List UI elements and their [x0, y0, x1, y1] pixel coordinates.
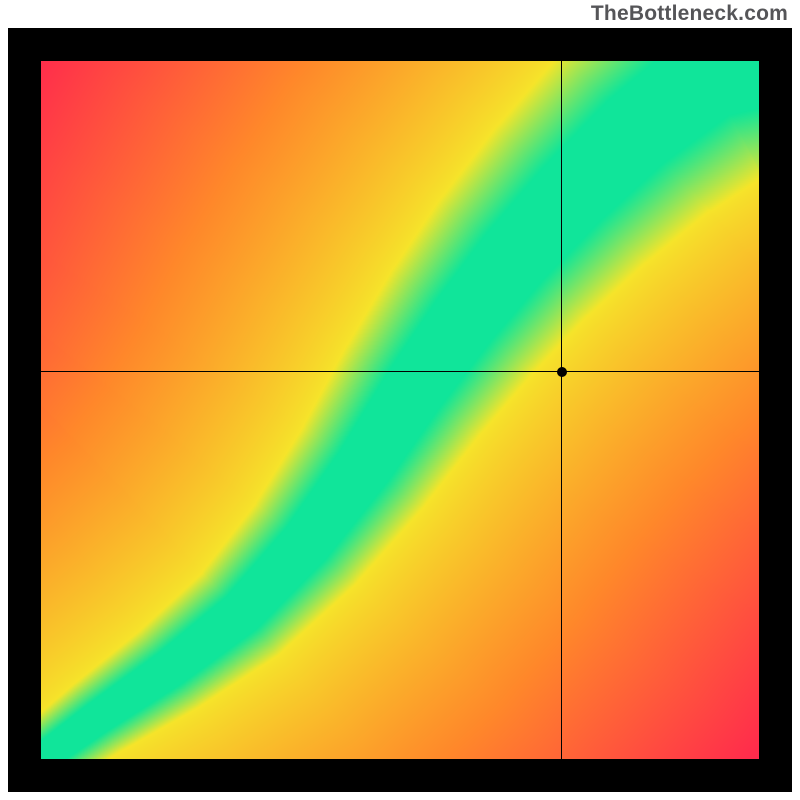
chart-frame — [8, 28, 792, 792]
heatmap-canvas — [41, 61, 759, 759]
crosshair-vertical — [561, 61, 562, 759]
crosshair-marker — [557, 367, 567, 377]
watermark-text: TheBottleneck.com — [591, 2, 788, 26]
crosshair-horizontal — [41, 371, 759, 372]
